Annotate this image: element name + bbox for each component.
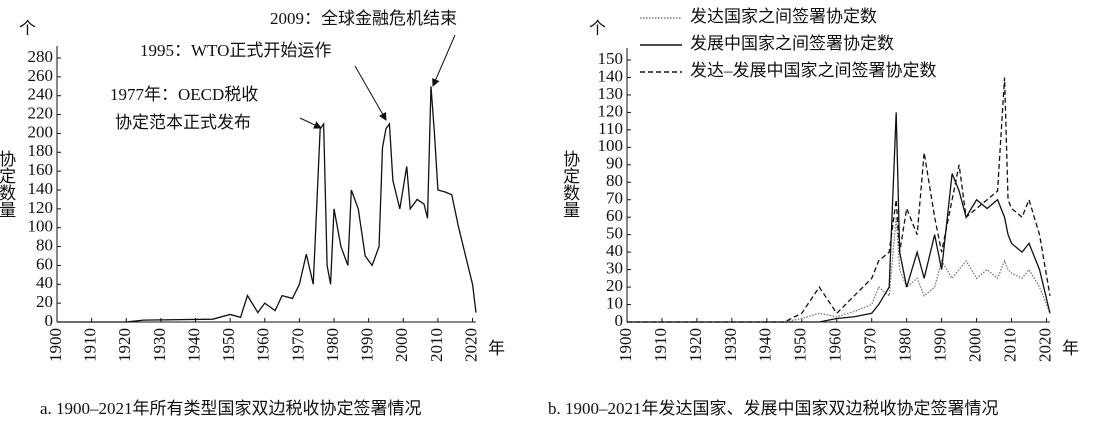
y-tick-label: 60 [36, 254, 53, 273]
y-tick-label: 220 [28, 103, 54, 122]
legend-label: 发达国家之间签署协定数 [690, 7, 877, 26]
x-tick-label: 1930 [150, 328, 169, 362]
y-unit: 个 [19, 19, 36, 38]
y-tick-label: 120 [28, 198, 54, 217]
y-tick-label: 120 [598, 101, 624, 120]
y-tick-label: 0 [615, 311, 624, 330]
x-tick-label: 1980 [896, 328, 915, 362]
y-tick-label: 180 [28, 141, 54, 160]
x-tick-label: 1990 [358, 328, 377, 362]
y-tick-label: 150 [598, 49, 624, 68]
series-line [627, 217, 1051, 323]
x-tick-label: 1920 [686, 328, 705, 362]
legend-label: 发展中国家之间签署协定数 [690, 34, 894, 53]
series-line [627, 77, 1051, 323]
annotation-arrow [432, 34, 456, 87]
x-tick-label: 1950 [219, 328, 238, 362]
y-tick-label: 100 [598, 136, 624, 155]
annotation: 协定范本正式发布 [115, 113, 251, 132]
y-tick-label: 110 [598, 119, 623, 138]
x-axis-label: 年 [488, 339, 505, 358]
annotation-arrow [299, 117, 322, 129]
x-tick-label: 2020 [1035, 328, 1054, 362]
x-tick-label: 1910 [651, 328, 670, 362]
x-tick-label: 2020 [461, 328, 480, 362]
x-tick-label: 1980 [323, 328, 342, 362]
y-tick-label: 80 [606, 171, 623, 190]
x-tick-label: 1970 [288, 328, 307, 362]
x-tick-label: 1950 [791, 328, 810, 362]
x-tick-label: 1920 [115, 328, 134, 362]
x-tick-label: 1940 [184, 328, 203, 362]
x-tick-label: 1910 [81, 328, 100, 362]
x-axis-label: 年 [1062, 339, 1079, 358]
annotation-arrow [354, 65, 387, 121]
data-line [57, 86, 477, 323]
y-tick-label: 140 [598, 66, 624, 85]
y-tick-label: 30 [606, 259, 623, 278]
y-axis-label: 协定数量 [0, 150, 16, 218]
annotation: 1995：WTO正式开始运作 [140, 41, 331, 60]
annotation: 1977年：OECD税收 [110, 85, 258, 104]
y-tick-label: 40 [36, 273, 53, 292]
x-tick-label: 1900 [616, 328, 635, 362]
y-tick-label: 130 [598, 84, 624, 103]
x-tick-label: 1900 [46, 328, 65, 362]
y-tick-label: 160 [28, 160, 54, 179]
y-tick-label: 10 [606, 293, 623, 312]
y-tick-label: 20 [36, 292, 53, 311]
y-tick-label: 240 [28, 85, 54, 104]
y-tick-label: 80 [36, 235, 53, 254]
caption: a. 1900–2021年所有类型国家双边税收协定签署情况 [40, 399, 422, 418]
y-tick-label: 280 [28, 47, 54, 66]
x-tick-label: 2000 [392, 328, 411, 362]
x-tick-label: 2010 [427, 328, 446, 362]
x-tick-label: 2010 [1000, 328, 1019, 362]
y-tick-label: 20 [606, 276, 623, 295]
x-tick-label: 1970 [861, 328, 880, 362]
y-tick-label: 70 [606, 189, 623, 208]
y-tick-label: 100 [28, 217, 54, 236]
annotation: 2009：全球金融危机结束 [270, 9, 457, 28]
y-tick-label: 60 [606, 206, 623, 225]
y-tick-label: 90 [606, 154, 623, 173]
x-tick-label: 1960 [826, 328, 845, 362]
y-tick-label: 200 [28, 122, 54, 141]
x-tick-label: 2000 [965, 328, 984, 362]
legend-label: 发达–发展中国家之间签署协定数 [690, 61, 937, 80]
y-unit: 个 [589, 19, 606, 38]
series-line [627, 112, 1051, 323]
y-tick-label: 0 [45, 311, 54, 330]
y-tick-label: 40 [606, 241, 623, 260]
x-tick-label: 1930 [721, 328, 740, 362]
caption: b. 1900–2021年发达国家、发展中国家双边税收协定签署情况 [548, 399, 999, 418]
y-axis-label: 协定数量 [560, 150, 580, 218]
x-tick-label: 1940 [756, 328, 775, 362]
x-tick-label: 1990 [931, 328, 950, 362]
y-tick-label: 140 [28, 179, 54, 198]
y-tick-label: 260 [28, 66, 54, 85]
x-tick-label: 1960 [254, 328, 273, 362]
y-tick-label: 50 [606, 224, 623, 243]
